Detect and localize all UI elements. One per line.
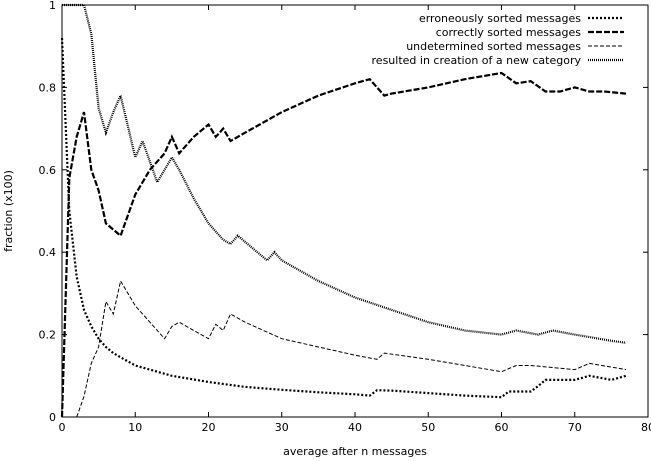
axis-ticks <box>61 4 649 418</box>
x-tick-label: 60 <box>495 421 509 434</box>
y-tick-label: 0.4 <box>39 246 57 259</box>
y-tick-label: 1 <box>49 0 56 12</box>
series-line-correct <box>60 71 627 418</box>
series-line-erroneous <box>60 37 627 399</box>
x-tick-label: 20 <box>202 421 216 434</box>
series-line-new-category <box>62 3 627 344</box>
legend-entry-label: erroneously sorted messages <box>419 12 581 25</box>
series-line-undetermined <box>76 279 627 418</box>
x-tick-label: 10 <box>128 421 142 434</box>
x-tick-label: 80 <box>641 421 651 434</box>
x-tick-label: 30 <box>275 421 289 434</box>
x-tick-labels: 0 10 20 30 40 50 60 70 80 <box>59 421 651 434</box>
x-axis-label: average after n messages <box>283 445 427 458</box>
y-tick-labels: 0 0.2 0.4 0.6 0.8 1 <box>39 0 57 424</box>
legend-entry-label: resulted in creation of a new category <box>372 54 582 67</box>
x-tick-label: 0 <box>59 421 66 434</box>
series-group <box>60 3 627 418</box>
y-tick-label: 0.2 <box>39 329 57 342</box>
legend-entry-label: undetermined sorted messages <box>406 40 581 53</box>
x-tick-label: 50 <box>421 421 435 434</box>
y-tick-label: 0 <box>49 411 56 424</box>
x-tick-label: 70 <box>568 421 582 434</box>
y-tick-label: 0.8 <box>39 81 57 94</box>
y-axis-label: fraction (x100) <box>2 170 15 252</box>
x-tick-label: 40 <box>348 421 362 434</box>
legend-entry-label: correctly sorted messages <box>436 26 582 39</box>
y-tick-label: 0.6 <box>39 164 57 177</box>
